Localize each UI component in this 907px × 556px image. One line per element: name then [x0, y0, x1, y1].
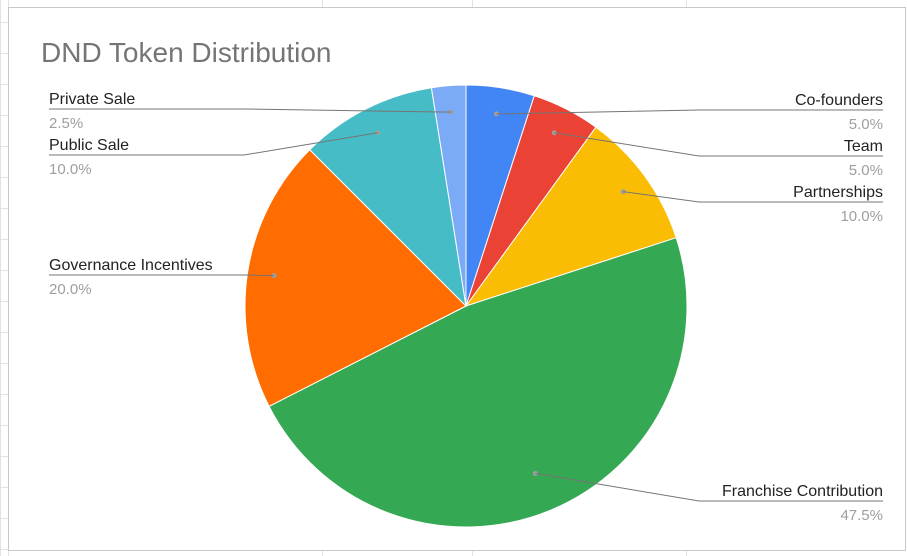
slice-percent-governance-incentives: 20.0% [49, 281, 92, 298]
leader-line-public-sale [49, 132, 378, 156]
leader-dot-public-sale [375, 130, 381, 136]
pie-slice-partnerships[interactable] [464, 126, 677, 307]
pie-slice-governance-incentives[interactable] [244, 149, 467, 408]
slice-percent-partnerships: 10.0% [840, 208, 883, 225]
pie-slice-private-sale[interactable] [430, 84, 467, 307]
leader-line-governance-incentives [49, 274, 274, 277]
leader-line-co-founders [496, 109, 883, 115]
slice-percent-private-sale: 2.5% [49, 115, 83, 132]
leader-dot-team [551, 130, 557, 136]
slice-percent-franchise-contribution: 47.5% [840, 507, 883, 524]
leader-line-partnerships [623, 191, 883, 203]
slice-label-private-sale: Private Sale [49, 91, 135, 108]
leader-dot-co-founders [493, 111, 499, 117]
pie-slices [244, 84, 688, 528]
slice-percent-public-sale: 10.0% [49, 161, 92, 178]
chart-container[interactable]: DND Token Distribution Co-founders 5.0% Te… [8, 7, 906, 551]
leader-line-private-sale [49, 108, 451, 113]
slice-labels: Co-founders 5.0% Team 5.0% Partnerships 10.0%… [49, 91, 883, 524]
leader-line-team [554, 132, 883, 157]
chart-title: DND Token Distribution [41, 37, 332, 68]
pie-slice-franchise-contribution[interactable] [268, 237, 688, 528]
leader-line-franchise-contribution [535, 472, 883, 502]
slice-label-co-founders: Co-founders [795, 92, 883, 109]
pie-slice-public-sale[interactable] [309, 87, 467, 308]
pie-chart: DND Token Distribution Co-founders 5.0% Te… [41, 37, 883, 528]
slice-label-franchise-contribution: Franchise Contribution [722, 483, 883, 500]
slice-label-team: Team [844, 138, 883, 155]
slice-label-governance-incentives: Governance Incentives [49, 257, 213, 274]
slice-label-public-sale: Public Sale [49, 137, 129, 154]
slice-percent-team: 5.0% [849, 162, 883, 179]
slice-percent-co-founders: 5.0% [849, 116, 883, 133]
slice-label-partnerships: Partnerships [793, 184, 883, 201]
